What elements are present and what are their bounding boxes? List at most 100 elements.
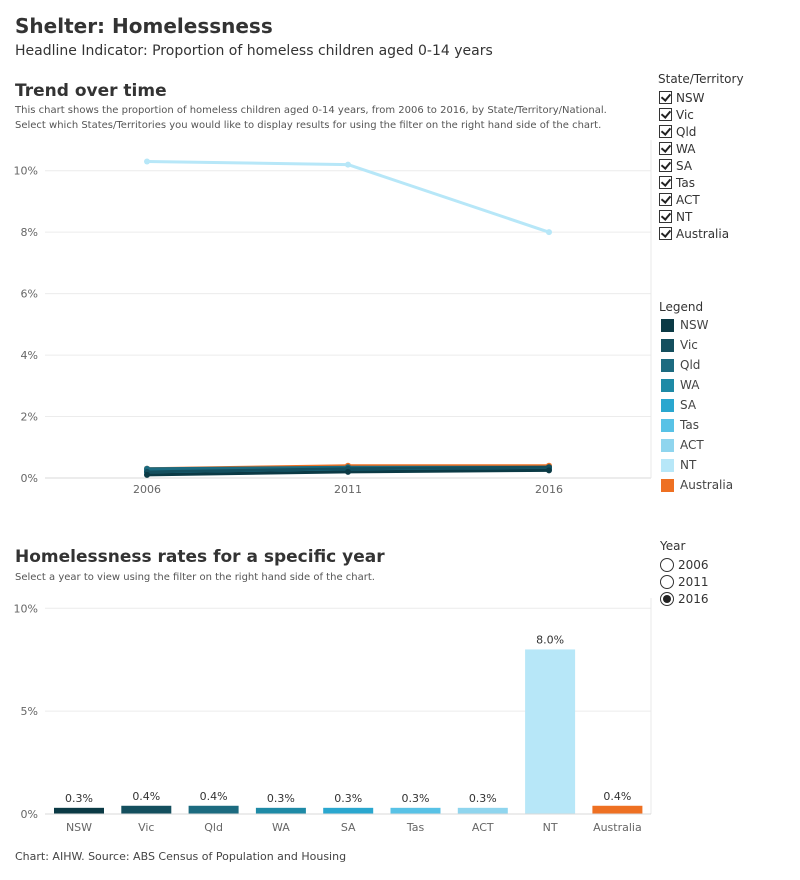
checkbox-checked-icon[interactable] (659, 210, 672, 223)
year-option-label: 2016 (678, 591, 709, 606)
x-tick-label: NSW (66, 821, 92, 834)
state-filter-item-act[interactable]: ACT (659, 191, 700, 208)
trend-description-line-1: This chart shows the proportion of homel… (15, 105, 607, 116)
state-filter-label: WA (676, 141, 696, 156)
x-tick-label: WA (272, 821, 290, 834)
y-tick-label: 10% (14, 602, 38, 615)
checkbox-checked-icon[interactable] (659, 159, 672, 172)
x-tick-label: 2016 (535, 483, 563, 496)
year-bar-chart: 0% 5% 10% 0.3% NSW 0.4% Vic 0.4% Qld 0.3% WA 0.3% SA… (14, 598, 652, 834)
y-tick-label: 0% (21, 472, 38, 485)
legend-label: NSW (680, 318, 709, 332)
year-option-2006[interactable]: 2006 (660, 556, 709, 573)
legend-item-wa: WA (661, 375, 699, 395)
legend-swatch (661, 478, 674, 492)
bar-value-label: 0.3% (469, 792, 497, 805)
x-tick-label: Qld (204, 821, 223, 834)
state-filter-item-australia[interactable]: Australia (659, 225, 729, 242)
legend-item-australia: Australia (661, 475, 733, 495)
source-note: Chart: AIHW. Source: ABS Census of Popul… (15, 850, 347, 863)
year-option-2011[interactable]: 2011 (660, 573, 709, 590)
state-filter-item-wa[interactable]: WA (659, 140, 695, 157)
bar-wa (255, 807, 306, 814)
state-filter-label: NT (676, 209, 693, 224)
checkbox-checked-icon[interactable] (659, 125, 672, 138)
state-filter-label: Australia (676, 226, 730, 241)
x-tick-label: 2011 (334, 483, 362, 496)
page-subtitle: Headline Indicator: Proportion of homele… (15, 43, 493, 59)
state-filter-item-tas[interactable]: Tas (659, 174, 695, 191)
state-filter-label: ACT (676, 192, 700, 207)
checkbox-checked-icon[interactable] (659, 108, 672, 121)
state-filter-item-qld[interactable]: Qld (659, 123, 696, 140)
state-filter-label: Vic (676, 107, 694, 122)
checkbox-checked-icon[interactable] (659, 227, 672, 240)
legend-title: Legend (659, 300, 704, 314)
y-tick-label: 6% (21, 288, 38, 301)
legend-swatch (661, 438, 674, 452)
radio-unselected-icon[interactable] (660, 574, 674, 589)
trend-title: Trend over time (15, 81, 167, 101)
state-filter-title: State/Territory (658, 72, 744, 86)
state-filter-label: SA (676, 158, 693, 173)
radio-selected-icon[interactable] (660, 591, 674, 606)
bar-value-label: 0.4% (603, 790, 631, 803)
legend-item-vic: Vic (661, 335, 698, 355)
x-tick-label: ACT (472, 821, 494, 834)
state-filter-item-nsw[interactable]: NSW (659, 89, 704, 106)
legend-item-tas: Tas (661, 415, 699, 435)
y-tick-label: 2% (21, 411, 38, 424)
legend-label: Qld (680, 358, 701, 372)
state-filter-label: Qld (676, 124, 697, 139)
series-line-nt (146, 160, 550, 234)
y-tick-label: 0% (21, 808, 38, 821)
legend-swatch (661, 378, 674, 392)
legend-item-qld: Qld (661, 355, 700, 375)
state-filter-item-sa[interactable]: SA (659, 157, 692, 174)
data-point-nsw (345, 468, 351, 475)
x-tick-label: Vic (138, 821, 154, 834)
radio-unselected-icon[interactable] (660, 557, 674, 572)
legend-label: Australia (680, 478, 734, 492)
legend-swatch (661, 338, 674, 352)
bar-value-label: 0.3% (65, 792, 93, 805)
state-filter-item-vic[interactable]: Vic (659, 106, 694, 123)
year-filter-title: Year (660, 539, 686, 553)
legend-swatch (661, 398, 674, 412)
state-filter-label: NSW (676, 90, 705, 105)
data-point-nsw (546, 467, 552, 474)
bar-qld (188, 805, 239, 814)
legend-swatch (661, 458, 674, 472)
legend-item-nsw: NSW (661, 315, 708, 335)
trend-description-line-2: Select which States/Territories you woul… (15, 120, 602, 131)
bar-act (457, 807, 508, 814)
bar-australia (592, 805, 643, 814)
checkbox-checked-icon[interactable] (659, 142, 672, 155)
legend-label: WA (680, 378, 700, 392)
checkbox-checked-icon[interactable] (659, 91, 672, 104)
y-tick-label: 5% (21, 705, 38, 718)
y-tick-label: 10% (14, 165, 38, 178)
bar-value-label: 0.4% (200, 790, 228, 803)
data-point-nsw (144, 471, 150, 478)
state-filter-item-nt[interactable]: NT (659, 208, 692, 225)
x-tick-label: 2006 (133, 483, 161, 496)
legend-label: NT (680, 458, 697, 472)
checkbox-checked-icon[interactable] (659, 193, 672, 206)
year-option-2016[interactable]: 2016 (660, 590, 709, 607)
legend-item-sa: SA (661, 395, 696, 415)
legend-swatch (661, 358, 674, 372)
legend-label: SA (680, 398, 697, 412)
bar-nt (525, 649, 576, 814)
legend-item-nt: NT (661, 455, 696, 475)
data-point-nt (345, 161, 351, 168)
bar-nsw (54, 807, 104, 814)
legend-swatch (661, 418, 674, 432)
checkbox-checked-icon[interactable] (659, 176, 672, 189)
year-option-label: 2011 (678, 574, 709, 589)
bar-value-label: 0.3% (402, 792, 430, 805)
legend-label: ACT (680, 438, 704, 452)
legend-label: Vic (680, 338, 698, 352)
bar-value-label: 8.0% (536, 633, 564, 646)
legend-label: Tas (680, 418, 699, 432)
